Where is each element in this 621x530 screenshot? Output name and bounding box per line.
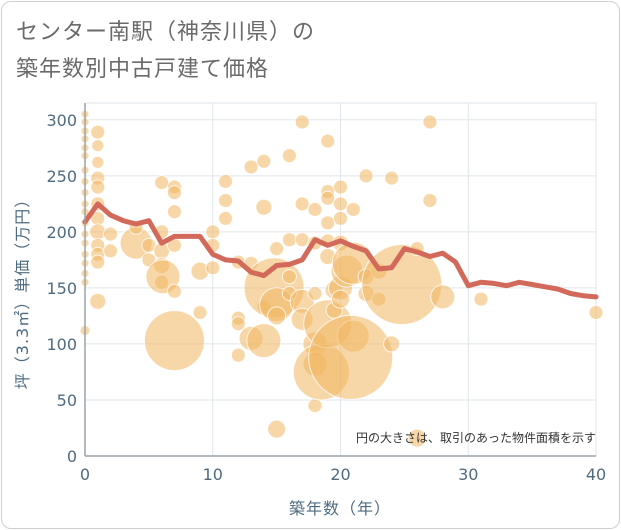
y-tick-label: 50 [57, 391, 77, 410]
chart-title: センター南駅（神奈川県）の 築年数別中古戸建て価格 [16, 14, 315, 88]
bubble [281, 269, 297, 285]
bubble [281, 148, 297, 164]
bubble [320, 215, 336, 231]
x-axis-label: 築年数（年） [289, 499, 391, 518]
bubble [308, 314, 394, 400]
bubble [218, 210, 234, 226]
bubble [218, 173, 234, 189]
bubble [246, 323, 282, 359]
bubble [281, 232, 297, 248]
bubble [269, 241, 285, 257]
bubble [407, 428, 427, 448]
bubble [205, 224, 221, 240]
bubble [320, 190, 336, 206]
bubble [103, 226, 119, 242]
axes [84, 103, 596, 457]
y-tick-label: 100 [46, 335, 77, 354]
bubble [307, 398, 323, 414]
bubble [588, 305, 604, 321]
bubble [358, 168, 374, 184]
bubble [331, 289, 350, 309]
bubble [90, 124, 106, 140]
bubble [267, 306, 287, 326]
title-line-2: 築年数別中古戸建て価格 [16, 57, 270, 82]
bubble [422, 114, 438, 130]
y-tick-label: 200 [46, 223, 77, 242]
x-tick-label: 10 [203, 465, 223, 484]
bubble [103, 243, 119, 259]
bubble [218, 192, 234, 208]
bubble [267, 419, 287, 439]
bubble [166, 204, 182, 220]
bubble [333, 179, 348, 195]
bubble [294, 196, 310, 212]
y-tick-label: 150 [46, 279, 77, 298]
y-tick-label: 300 [46, 111, 77, 130]
bubble [384, 170, 400, 186]
y-axis-label: 坪（3.3㎡）単価（万円） [13, 191, 32, 389]
tick-labels: 0 50 100 150 200 250 300 0 10 20 30 40 [46, 111, 606, 484]
bubble [430, 284, 456, 310]
bubble [473, 291, 489, 307]
bubble [89, 223, 107, 241]
x-tick-label: 0 [80, 465, 90, 484]
bubble [90, 254, 106, 270]
bubble [256, 153, 272, 169]
bubble [294, 114, 310, 130]
bubble [90, 179, 106, 195]
bubble-layer [79, 109, 604, 448]
y-tick-label: 250 [46, 167, 77, 186]
bubble [294, 232, 310, 248]
bubble [91, 155, 105, 169]
bubble [143, 310, 205, 372]
bubble [230, 347, 246, 363]
bubble [320, 133, 336, 149]
bubble [192, 305, 208, 321]
bubble [230, 316, 246, 332]
bubble [205, 260, 221, 276]
bubble [166, 283, 182, 299]
bubble [307, 286, 323, 302]
y-tick-label: 0 [67, 447, 77, 466]
bubble [307, 201, 323, 217]
bubble [345, 201, 361, 217]
x-tick-label: 20 [330, 465, 350, 484]
bubble [154, 175, 170, 191]
bubble [333, 196, 348, 212]
bubble [166, 185, 182, 201]
bubble [333, 210, 348, 226]
x-tick-label: 40 [586, 465, 606, 484]
average-price-line [82, 201, 599, 300]
x-tick-label: 30 [458, 465, 478, 484]
bubble [255, 198, 273, 216]
bubble [243, 159, 259, 175]
bubble [383, 335, 401, 353]
bubble [91, 139, 105, 153]
bubble [422, 192, 438, 208]
bubble-size-note: 円の大きさは、取引のあった物件面積を示す [356, 430, 596, 445]
title-line-1: センター南駅（神奈川県）の [16, 20, 316, 45]
bubble [89, 292, 107, 310]
